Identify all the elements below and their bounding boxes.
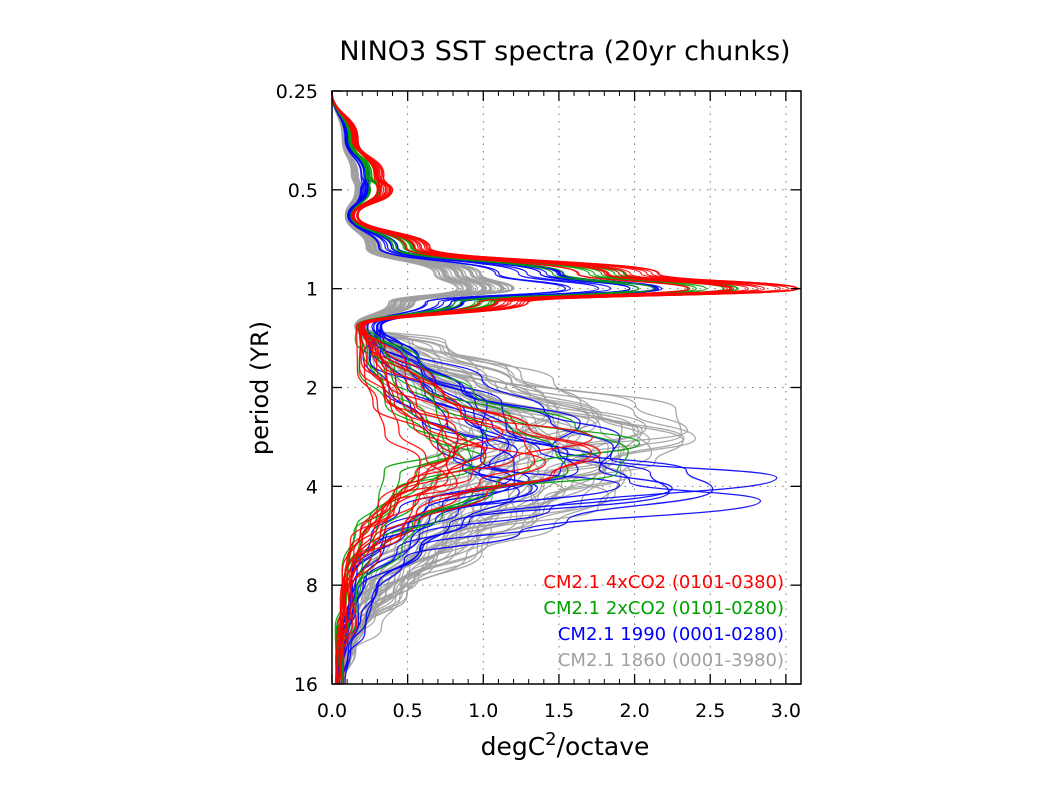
y-tick-label: 4 xyxy=(306,476,318,498)
series-group xyxy=(331,90,799,685)
series-line xyxy=(331,90,653,685)
x-tick-label: 1.5 xyxy=(544,700,574,722)
chart-title: NINO3 SST spectra (20yr chunks) xyxy=(339,36,790,67)
series-line xyxy=(331,90,797,671)
y-tick-label: 0.25 xyxy=(276,81,318,103)
series-line xyxy=(331,90,799,685)
x-tick-label: 1.0 xyxy=(468,700,498,722)
x-axis-label-suffix: /octave xyxy=(557,732,650,761)
legend-entry: CM2.1 1990 (0001-0280) xyxy=(558,624,784,645)
axes: 0.0 0.5 1.0 1.5 2.0 2.5 3.0 0.25 0.5 1 2 4 8 16 xyxy=(276,81,802,722)
x-tick-label: 0.5 xyxy=(393,700,423,722)
y-tick-label: 8 xyxy=(306,575,318,597)
y-axis-label: period (YR) xyxy=(246,321,274,455)
series-line xyxy=(331,90,689,677)
grid xyxy=(332,91,801,684)
y-tick-label: 16 xyxy=(294,674,318,696)
y-tick-label: 2 xyxy=(306,378,318,400)
x-tick-label: 0.0 xyxy=(317,700,347,722)
x-tick-label: 2.0 xyxy=(619,700,649,722)
x-axis-label-base: degC xyxy=(481,732,546,761)
x-axis-label-superscript: 2 xyxy=(545,729,556,750)
y-tick-label: 1 xyxy=(306,279,318,301)
x-axis-label: degC2/octave xyxy=(481,729,650,761)
y-tick-label: 0.5 xyxy=(288,180,318,202)
x-tick-label: 2.5 xyxy=(695,700,725,722)
legend-entry: CM2.1 4xCO2 (0101-0380) xyxy=(543,572,784,593)
series-lines xyxy=(331,90,799,685)
x-tick-label: 3.0 xyxy=(771,700,801,722)
legend-entry: CM2.1 1860 (0001-3980) xyxy=(558,650,784,671)
legend-entry: CM2.1 2xCO2 (0101-0280) xyxy=(543,598,784,619)
series-line xyxy=(331,90,790,684)
legend: CM2.1 4xCO2 (0101-0380) CM2.1 2xCO2 (0101… xyxy=(543,572,784,671)
